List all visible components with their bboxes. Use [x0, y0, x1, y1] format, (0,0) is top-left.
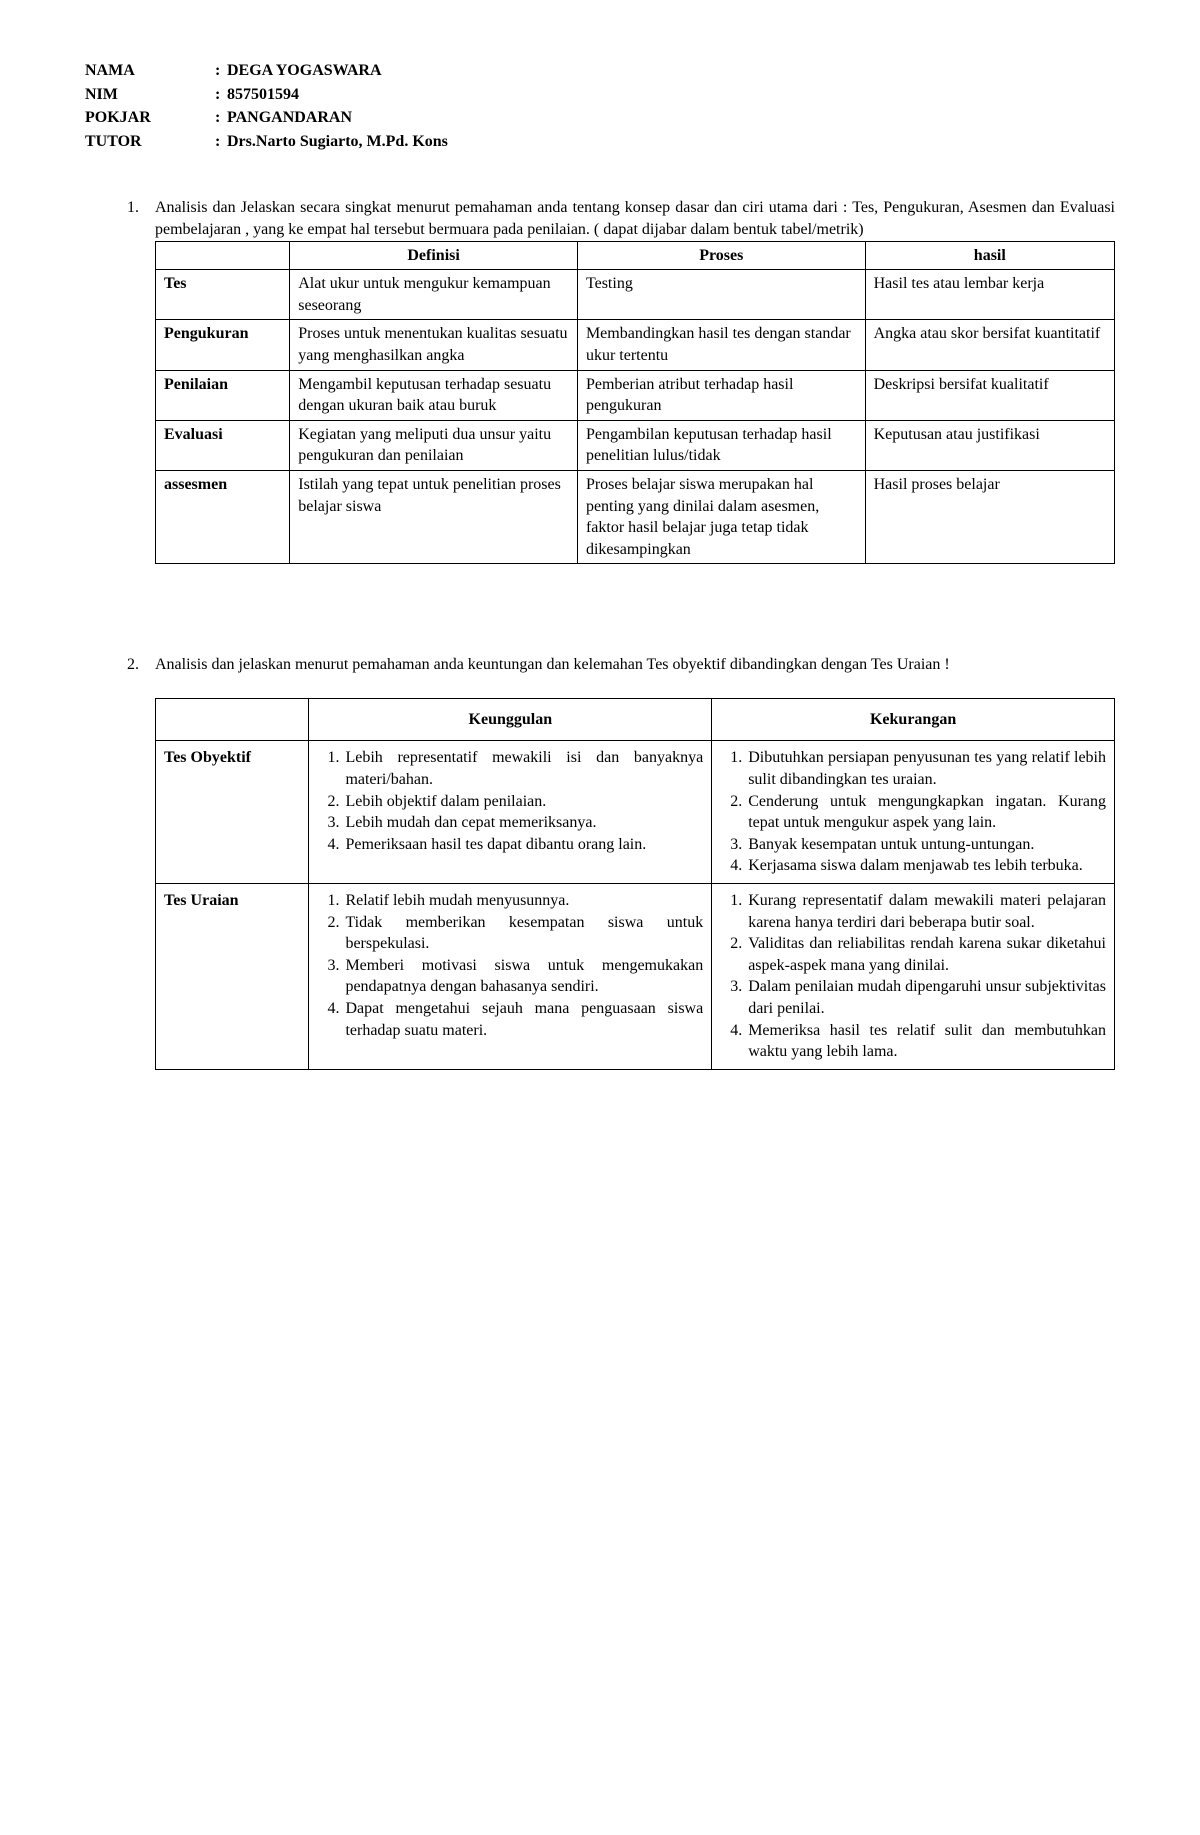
list-disadvantages: Dibutuhkan persiapan penyusunan tes yang…	[720, 747, 1106, 877]
table-row: TesAlat ukur untuk mengukur kemampuan se…	[156, 270, 1115, 320]
table-1-head: Definisi Proses hasil	[156, 241, 1115, 270]
table-1: Definisi Proses hasil TesAlat ukur untuk…	[155, 241, 1115, 565]
question-2: 2. Analisis dan jelaskan menurut pemaham…	[85, 654, 1115, 1070]
table-header-cell: Definisi	[290, 241, 578, 270]
table-header-cell: hasil	[865, 241, 1114, 270]
question-number: 2.	[127, 654, 155, 676]
table-rowhead: Tes Uraian	[156, 884, 309, 1070]
question-2-header: 2. Analisis dan jelaskan menurut pemaham…	[85, 654, 1115, 676]
table-rowhead: Tes	[156, 270, 290, 320]
table-header-cell: Kekurangan	[712, 698, 1115, 741]
table-cell-advantages: Relatif lebih mudah menyusunnya.Tidak me…	[309, 884, 712, 1070]
table-rowhead: Evaluasi	[156, 420, 290, 470]
table-cell: Hasil proses belajar	[865, 470, 1114, 563]
header-label: POKJAR	[85, 107, 215, 129]
list-item: Validitas dan reliabilitas rendah karena…	[746, 933, 1106, 976]
list-item: Tidak memberikan kesempatan siswa untuk …	[343, 912, 703, 955]
list-item: Memberi motivasi siswa untuk mengemukaka…	[343, 955, 703, 998]
header-colon: :	[215, 107, 227, 129]
table-header-row: Definisi Proses hasil	[156, 241, 1115, 270]
table-cell: Kegiatan yang meliputi dua unsur yaitu p…	[290, 420, 578, 470]
list-item: Kerjasama siswa dalam menjawab tes lebih…	[746, 855, 1106, 877]
table-cell-disadvantages: Dibutuhkan persiapan penyusunan tes yang…	[712, 741, 1115, 884]
header-value: PANGANDARAN	[227, 107, 352, 129]
list-item: Dibutuhkan persiapan penyusunan tes yang…	[746, 747, 1106, 790]
header-row-tutor: TUTOR : Drs.Narto Sugiarto, M.Pd. Kons	[85, 131, 1115, 153]
table-cell: Testing	[577, 270, 865, 320]
header-colon: :	[215, 84, 227, 106]
spacer	[85, 599, 1115, 654]
table-rowhead: Pengukuran	[156, 320, 290, 370]
table-rowhead: Tes Obyektif	[156, 741, 309, 884]
table-cell-advantages: Lebih representatif mewakili isi dan ban…	[309, 741, 712, 884]
list-item: Memeriksa hasil tes relatif sulit dan me…	[746, 1020, 1106, 1063]
table-cell: Pemberian atribut terhadap hasil penguku…	[577, 370, 865, 420]
table-header-cell	[156, 241, 290, 270]
header-label: NIM	[85, 84, 215, 106]
question-2-text: Analisis dan jelaskan menurut pemahaman …	[155, 654, 1115, 676]
list-item: Lebih objektif dalam penilaian.	[343, 791, 703, 813]
table-cell: Pengambilan keputusan terhadap hasil pen…	[577, 420, 865, 470]
table-row: Tes Obyektif Lebih representatif mewakili…	[156, 741, 1115, 884]
table-rowhead: assesmen	[156, 470, 290, 563]
table-cell: Istilah yang tepat untuk penelitian pros…	[290, 470, 578, 563]
list-item: Dalam penilaian mudah dipengaruhi unsur …	[746, 976, 1106, 1019]
list-disadvantages: Kurang representatif dalam mewakili mate…	[720, 890, 1106, 1063]
header-value: DEGA YOGASWARA	[227, 60, 382, 82]
header-row-pokjar: POKJAR : PANGANDARAN	[85, 107, 1115, 129]
table-cell: Proses belajar siswa merupakan hal penti…	[577, 470, 865, 563]
list-advantages: Lebih representatif mewakili isi dan ban…	[317, 747, 703, 855]
header-value: Drs.Narto Sugiarto, M.Pd. Kons	[227, 131, 448, 153]
table-2: Keunggulan Kekurangan Tes Obyektif Lebih …	[155, 698, 1115, 1070]
list-item: Banyak kesempatan untuk untung-untungan.	[746, 834, 1106, 856]
table-cell: Membandingkan hasil tes dengan standar u…	[577, 320, 865, 370]
header-value: 857501594	[227, 84, 299, 106]
table-cell: Hasil tes atau lembar kerja	[865, 270, 1114, 320]
header-row-nim: NIM : 857501594	[85, 84, 1115, 106]
table-row: EvaluasiKegiatan yang meliputi dua unsur…	[156, 420, 1115, 470]
question-1: 1. Analisis dan Jelaskan secara singkat …	[85, 197, 1115, 564]
list-item: Lebih representatif mewakili isi dan ban…	[343, 747, 703, 790]
questions-container: 1. Analisis dan Jelaskan secara singkat …	[85, 197, 1115, 1069]
list-item: Kurang representatif dalam mewakili mate…	[746, 890, 1106, 933]
table-cell: Keputusan atau justifikasi	[865, 420, 1114, 470]
table-cell: Proses untuk menentukan kualitas sesuatu…	[290, 320, 578, 370]
table-header-row: Keunggulan Kekurangan	[156, 698, 1115, 741]
header-colon: :	[215, 60, 227, 82]
document-header: NAMA : DEGA YOGASWARA NIM : 857501594 PO…	[85, 60, 1115, 152]
table-row: Tes UraianRelatif lebih mudah menyusunny…	[156, 884, 1115, 1070]
table-cell: Mengambil keputusan terhadap sesuatu den…	[290, 370, 578, 420]
table-row: PengukuranProses untuk menentukan kualit…	[156, 320, 1115, 370]
question-number: 1.	[127, 197, 155, 240]
table-1-body: TesAlat ukur untuk mengukur kemampuan se…	[156, 270, 1115, 564]
table-row: PenilaianMengambil keputusan terhadap se…	[156, 370, 1115, 420]
header-label: NAMA	[85, 60, 215, 82]
header-row-nama: NAMA : DEGA YOGASWARA	[85, 60, 1115, 82]
list-item: Pemeriksaan hasil tes dapat dibantu oran…	[343, 834, 703, 856]
table-cell: Alat ukur untuk mengukur kemampuan seseo…	[290, 270, 578, 320]
table-row: assesmenIstilah yang tepat untuk penelit…	[156, 470, 1115, 563]
list-advantages: Relatif lebih mudah menyusunnya.Tidak me…	[317, 890, 703, 1041]
table-rowhead: Penilaian	[156, 370, 290, 420]
header-label: TUTOR	[85, 131, 215, 153]
table-header-cell: Keunggulan	[309, 698, 712, 741]
table-2-head: Keunggulan Kekurangan	[156, 698, 1115, 741]
table-cell: Deskripsi bersifat kualitatif	[865, 370, 1114, 420]
question-1-header: 1. Analisis dan Jelaskan secara singkat …	[85, 197, 1115, 240]
question-1-text: Analisis dan Jelaskan secara singkat men…	[155, 197, 1115, 240]
table-2-body: Tes Obyektif Lebih representatif mewakili…	[156, 741, 1115, 1069]
list-item: Lebih mudah dan cepat memeriksanya.	[343, 812, 703, 834]
list-item: Dapat mengetahui sejauh mana penguasaan …	[343, 998, 703, 1041]
table-header-cell	[156, 698, 309, 741]
list-item: Relatif lebih mudah menyusunnya.	[343, 890, 703, 912]
table-header-cell: Proses	[577, 241, 865, 270]
table-cell-disadvantages: Kurang representatif dalam mewakili mate…	[712, 884, 1115, 1070]
header-colon: :	[215, 131, 227, 153]
list-item: Cenderung untuk mengungkapkan ingatan. K…	[746, 791, 1106, 834]
table-cell: Angka atau skor bersifat kuantitatif	[865, 320, 1114, 370]
